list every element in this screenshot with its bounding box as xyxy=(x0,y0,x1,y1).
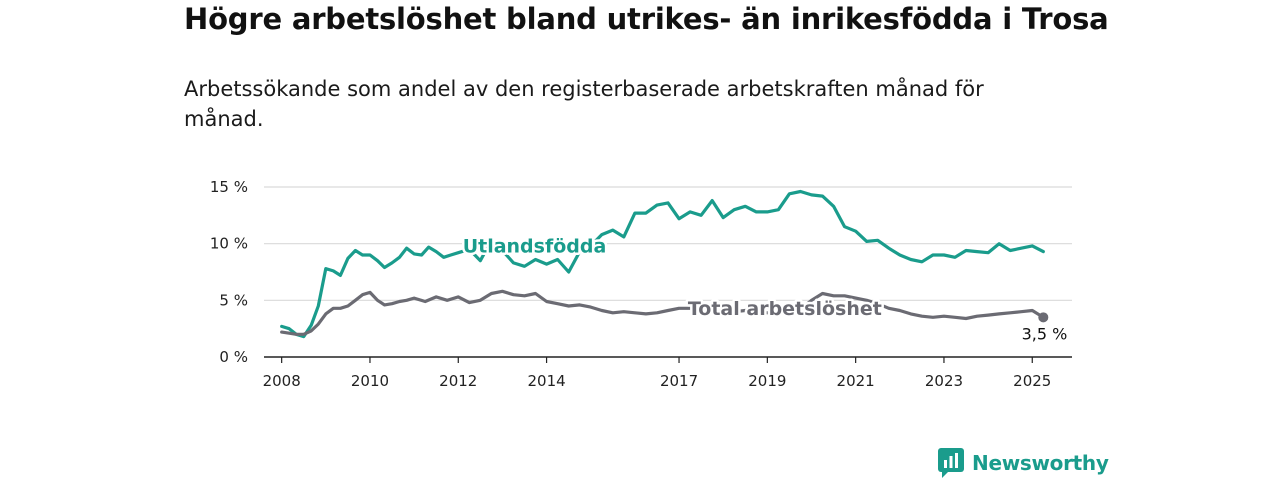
x-tick-label: 2025 xyxy=(1013,372,1051,390)
series-label: Total arbetslöshet xyxy=(688,298,882,320)
series-label: Utlandsfödda xyxy=(463,236,607,258)
series-lines xyxy=(280,189,1045,339)
brand-name: Newsworthy xyxy=(972,451,1109,475)
end-point-marker xyxy=(1038,312,1049,323)
y-tick-label: 15 % xyxy=(210,178,248,196)
y-tick-label: 0 % xyxy=(219,348,248,366)
x-tick-label: 2019 xyxy=(748,372,786,390)
series-line-utlandsfodda xyxy=(280,189,1045,339)
x-tick-label: 2012 xyxy=(439,372,477,390)
y-tick-label: 10 % xyxy=(210,235,248,253)
chart-subtitle: Arbetssökande som andel av den registerb… xyxy=(184,77,984,131)
x-tick-label: 2021 xyxy=(837,372,875,390)
x-tick-label: 2008 xyxy=(263,372,301,390)
chart-title: Högre arbetslöshet bland utrikes- än inr… xyxy=(184,2,1109,36)
y-tick-label: 5 % xyxy=(219,291,248,309)
series-labels: Utlandsfödda Total arbetslöshet 3,5 % xyxy=(460,233,1068,343)
axes: 0 % 5 % 10 % 15 % 2008 2010 2012 2014 2017 2019 20… xyxy=(210,178,1072,390)
end-value-label: 3,5 % xyxy=(1022,324,1068,343)
series-line-total xyxy=(280,289,1045,336)
newsworthy-logo-icon xyxy=(938,448,964,478)
x-tick-label: 2023 xyxy=(925,372,963,390)
x-tick-label: 2010 xyxy=(351,372,389,390)
x-tick-label: 2017 xyxy=(660,372,698,390)
newsworthy-brand[interactable]: Newsworthy xyxy=(938,448,1109,478)
x-tick-label: 2014 xyxy=(527,372,565,390)
